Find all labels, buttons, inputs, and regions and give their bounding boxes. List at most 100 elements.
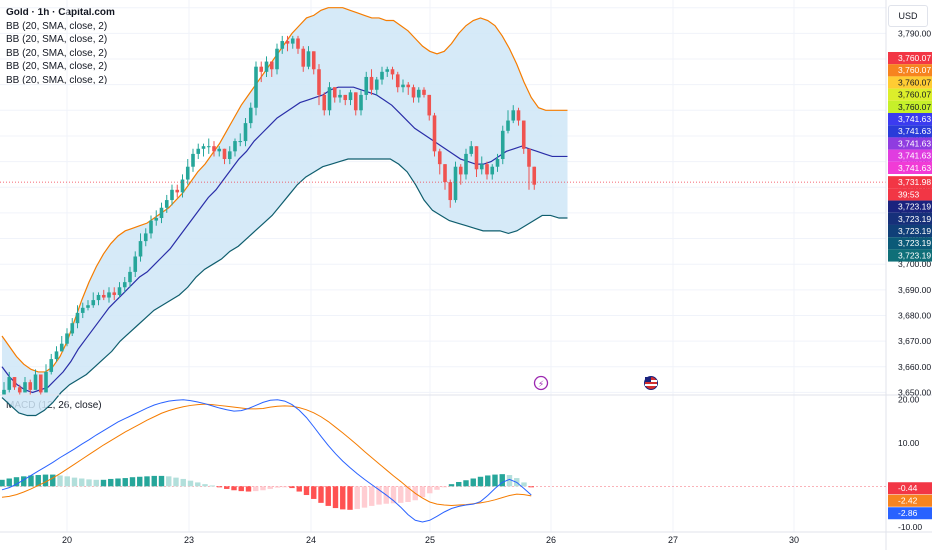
candle-body[interactable] xyxy=(416,89,421,98)
candle-body[interactable] xyxy=(521,120,526,149)
macd-value-tag[interactable] xyxy=(888,507,932,520)
candle-body[interactable] xyxy=(275,48,279,70)
candle-body[interactable] xyxy=(296,38,300,49)
candle-body[interactable] xyxy=(353,92,358,111)
macd-value-tag[interactable] xyxy=(888,494,932,507)
candle-body[interactable] xyxy=(364,76,369,95)
candle-body[interactable] xyxy=(149,220,153,234)
price-tag[interactable] xyxy=(888,249,932,262)
macd-value-tag[interactable] xyxy=(888,482,932,495)
candle-body[interactable] xyxy=(212,146,216,152)
candle-body[interactable] xyxy=(91,300,96,306)
candle-body[interactable] xyxy=(217,148,222,152)
candle-body[interactable] xyxy=(175,189,180,193)
price-tag[interactable] xyxy=(888,161,932,174)
candle-body[interactable] xyxy=(44,371,48,393)
candle-body[interactable] xyxy=(17,387,22,393)
price-tag[interactable] xyxy=(888,188,932,201)
candle-body[interactable] xyxy=(143,233,148,242)
candle-body[interactable] xyxy=(395,74,400,88)
price-tag[interactable] xyxy=(888,52,932,65)
candle-body[interactable] xyxy=(101,294,106,298)
price-tag[interactable] xyxy=(888,224,932,238)
price-tag[interactable] xyxy=(888,200,932,213)
price-tag[interactable] xyxy=(888,113,932,126)
candle-body[interactable] xyxy=(59,343,64,352)
candle-body[interactable] xyxy=(12,377,17,388)
legend-symbol[interactable]: Gold · 1h · Capital.com xyxy=(6,7,115,18)
price-tag[interactable] xyxy=(888,137,932,150)
legend-bb-1[interactable]: BB (20, SMA, close, 2) xyxy=(6,20,108,32)
candle-body[interactable] xyxy=(432,115,437,152)
price-tag[interactable] xyxy=(888,149,932,162)
candle-body[interactable] xyxy=(112,292,117,295)
candle-body[interactable] xyxy=(390,69,395,75)
candle-body[interactable] xyxy=(380,71,384,80)
candle-body[interactable] xyxy=(479,164,484,170)
candle-body[interactable] xyxy=(306,51,311,67)
candle-body[interactable] xyxy=(222,148,227,160)
candle-body[interactable] xyxy=(196,148,201,154)
candle-body[interactable] xyxy=(385,69,390,72)
candle-body[interactable] xyxy=(54,351,59,360)
candle-body[interactable] xyxy=(332,87,337,98)
candle-body[interactable] xyxy=(290,38,295,44)
candle-body[interactable] xyxy=(191,153,195,167)
candle-body[interactable] xyxy=(495,159,500,167)
candle-body[interactable] xyxy=(527,148,531,167)
candle-body[interactable] xyxy=(65,333,69,344)
candle-body[interactable] xyxy=(311,51,316,70)
candle-body[interactable] xyxy=(238,141,243,143)
candle-body[interactable] xyxy=(264,61,269,72)
candle-body[interactable] xyxy=(159,207,164,219)
candle-body[interactable] xyxy=(474,146,479,170)
candle-body[interactable] xyxy=(280,41,285,49)
candle-body[interactable] xyxy=(2,389,6,395)
candle-body[interactable] xyxy=(75,312,80,324)
price-tag[interactable] xyxy=(888,88,932,101)
price-tag[interactable] xyxy=(888,100,932,113)
candle-body[interactable] xyxy=(107,292,111,298)
price-tag[interactable] xyxy=(888,76,932,89)
candle-body[interactable] xyxy=(7,377,12,390)
candle-body[interactable] xyxy=(117,287,122,295)
candle-body[interactable] xyxy=(23,382,27,393)
candle-body[interactable] xyxy=(70,323,75,334)
legend-bb-3[interactable]: BB (20, SMA, close, 2) xyxy=(6,47,108,59)
candle-body[interactable] xyxy=(49,359,54,372)
currency-button[interactable]: USD xyxy=(888,5,928,27)
candle-body[interactable] xyxy=(369,76,374,90)
candle-body[interactable] xyxy=(233,141,237,152)
candle-body[interactable] xyxy=(485,164,489,175)
candle-body[interactable] xyxy=(327,87,332,111)
candle-body[interactable] xyxy=(96,294,101,301)
candle-body[interactable] xyxy=(343,94,348,101)
candle-body[interactable] xyxy=(464,153,468,175)
candle-body[interactable] xyxy=(86,305,90,308)
price-tag[interactable] xyxy=(888,237,932,250)
candle-body[interactable] xyxy=(469,146,474,154)
candle-body[interactable] xyxy=(322,94,327,111)
candle-body[interactable] xyxy=(443,164,447,183)
candle-body[interactable] xyxy=(359,94,363,111)
candle-body[interactable] xyxy=(511,110,516,121)
legend-bb-5[interactable]: BB (20, SMA, close, 2) xyxy=(6,74,108,86)
candle-body[interactable] xyxy=(406,84,411,88)
price-tag[interactable] xyxy=(888,64,932,77)
candle-body[interactable] xyxy=(80,307,85,313)
candle-body[interactable] xyxy=(254,66,258,108)
candle-body[interactable] xyxy=(170,189,174,201)
macd-legend[interactable]: MACD (12, 26, close) xyxy=(6,400,102,411)
candle-body[interactable] xyxy=(532,166,537,185)
candle-body[interactable] xyxy=(227,151,232,160)
candle-body[interactable] xyxy=(401,84,405,88)
candle-body[interactable] xyxy=(133,256,138,272)
candle-body[interactable] xyxy=(248,107,253,124)
candle-body[interactable] xyxy=(458,166,463,175)
candle-body[interactable] xyxy=(185,166,190,180)
candle-body[interactable] xyxy=(490,166,495,175)
candle-body[interactable] xyxy=(448,182,453,201)
candle-body[interactable] xyxy=(243,123,248,142)
candle-body[interactable] xyxy=(506,120,510,131)
